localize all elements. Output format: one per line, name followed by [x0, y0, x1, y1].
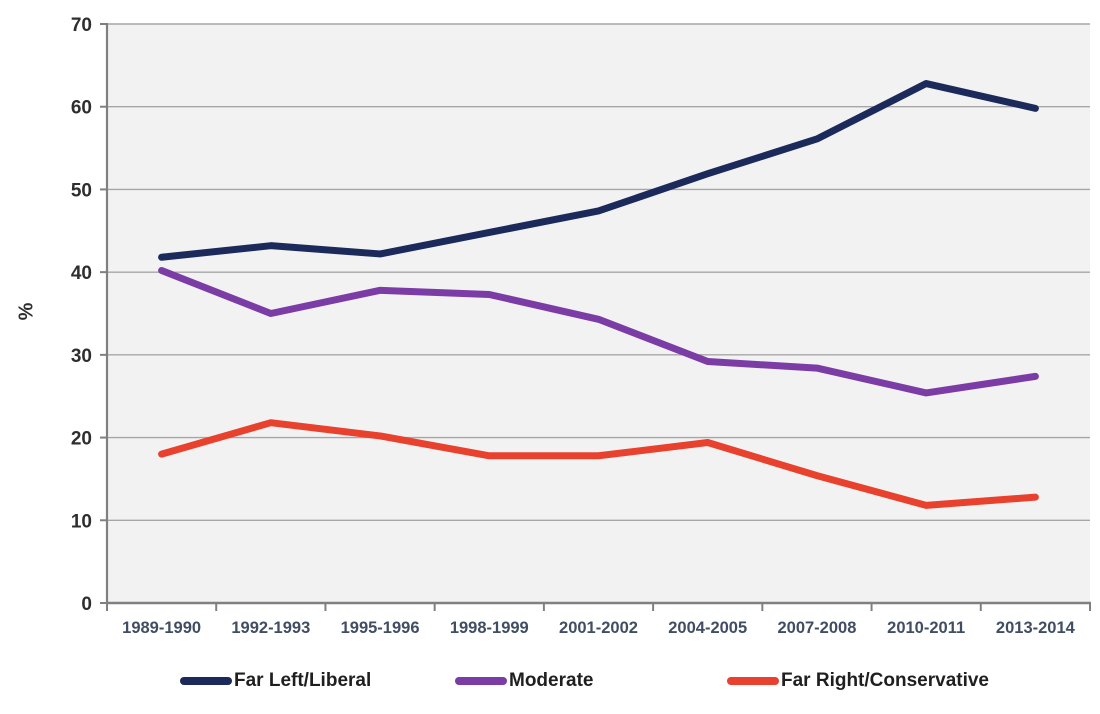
- series-line-far-right-conservative: [158, 419, 1039, 509]
- series-line-far-left-liberal: [158, 80, 1039, 261]
- y-tick-label: 50: [71, 180, 92, 201]
- legend-label: Far Right/Conservative: [781, 670, 989, 691]
- x-tick-label: 1992-1993: [231, 619, 310, 637]
- series-line-moderate: [158, 266, 1039, 397]
- plot-area: [107, 24, 1090, 603]
- y-tick-label: 70: [71, 15, 92, 36]
- x-tick-label: 2001-2002: [559, 619, 638, 637]
- legend-swatch-far-left-liberal: [180, 677, 232, 685]
- chart-legend: Far Left/Liberal Moderate Far Right/Conser…: [0, 666, 1100, 700]
- legend-label: Moderate: [509, 670, 594, 691]
- x-tick-label: 1989-1990: [122, 619, 201, 637]
- y-tick-label: 60: [71, 98, 92, 119]
- x-tick-label: 2010-2011: [887, 619, 965, 637]
- x-tick-label: 2007-2008: [777, 619, 856, 637]
- y-tick-label: 20: [71, 429, 92, 450]
- x-tick-label: 2013-2014: [996, 619, 1076, 637]
- legend-item-far-left-liberal: Far Left/Liberal: [180, 666, 371, 696]
- chart-canvas: 0 10 20 30 40 50 60 70 1989-1990 1992-1993 1995-19…: [71, 15, 1091, 637]
- legend-swatch-moderate: [455, 677, 507, 685]
- y-tick-label: 0: [81, 594, 92, 615]
- x-tick-label: 2004-2005: [668, 619, 747, 637]
- x-tick-label: 1995-1996: [341, 619, 420, 637]
- legend-item-moderate: Moderate: [455, 666, 593, 696]
- y-tick-label: 30: [71, 346, 92, 367]
- legend-item-far-right-conservative: Far Right/Conservative: [727, 666, 989, 696]
- y-tick-label: 10: [71, 511, 92, 532]
- x-tick-label: 1998-1999: [450, 619, 529, 637]
- legend-label: Far Left/Liberal: [234, 670, 372, 691]
- y-axis-title: %: [15, 302, 38, 321]
- legend-swatch-far-right-conservative: [727, 677, 779, 685]
- y-tick-label: 40: [71, 263, 92, 284]
